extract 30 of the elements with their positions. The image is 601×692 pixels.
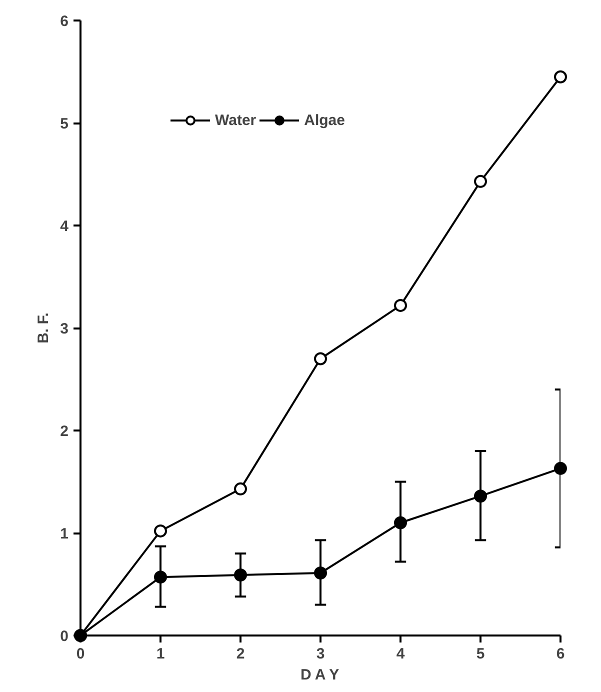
point xyxy=(554,462,567,475)
point xyxy=(394,298,407,312)
point xyxy=(394,516,407,530)
y-tick-label: 2 xyxy=(60,423,68,440)
point xyxy=(154,524,167,538)
y-tick-label: 0 xyxy=(60,628,68,645)
y-axis-title: B. F. xyxy=(35,312,52,344)
legend-label: Algae xyxy=(304,112,345,128)
x-tick-label: 6 xyxy=(556,646,565,662)
point xyxy=(554,70,567,84)
x-tick-label: 3 xyxy=(316,646,325,662)
point xyxy=(154,570,167,584)
x-tick-label: 1 xyxy=(156,646,165,662)
point xyxy=(234,482,247,496)
y-tick-label: 6 xyxy=(60,13,68,30)
point xyxy=(474,490,487,503)
point xyxy=(474,174,487,188)
x-tick-label: 5 xyxy=(476,646,485,662)
point xyxy=(314,352,327,366)
point xyxy=(234,568,247,582)
x-tick-label: 2 xyxy=(236,646,245,662)
y-tick-label: 4 xyxy=(60,218,70,235)
y-tick-label: 1 xyxy=(60,526,68,542)
x-tick-label: 0 xyxy=(76,646,85,662)
x-axis-title: D A Y xyxy=(300,666,340,684)
x-tick-label: 4 xyxy=(396,646,406,662)
y-tick-label: 5 xyxy=(60,116,68,132)
y-tick-label: 3 xyxy=(60,320,68,338)
point xyxy=(314,566,327,580)
legend-label: Water xyxy=(215,112,256,128)
